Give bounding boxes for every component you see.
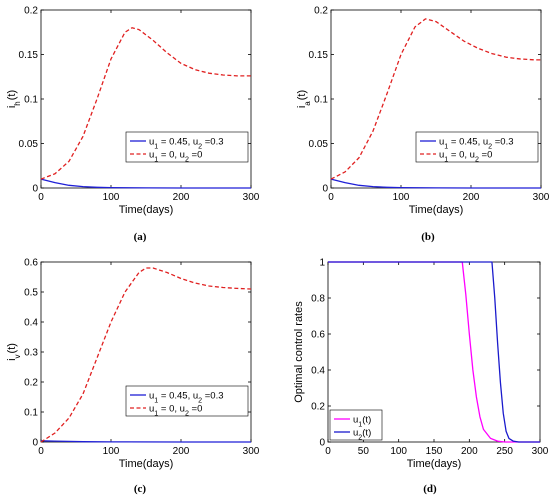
legend-box	[125, 385, 249, 417]
legend-label: u2(t)	[353, 428, 371, 442]
y-tick-label: 0.1	[314, 95, 328, 106]
x-tick-label: 300	[243, 192, 260, 203]
series-line-1	[40, 178, 251, 189]
series-line-2	[328, 261, 540, 443]
series-line-2	[40, 267, 252, 443]
series-line-1	[40, 440, 251, 443]
y-tick-label: 0.2	[24, 378, 38, 389]
x-tick-label: 200	[173, 192, 190, 203]
legend-label: u1 = 0, u2 =0	[149, 150, 202, 164]
chart-panel-d: 0 0.2 0.4 0.6 0.8 1 0 50 100 150 200 250 300 Time(day…	[293, 258, 549, 496]
series-line-2	[330, 18, 541, 180]
x-tick-label: 150	[426, 446, 443, 457]
x-tick-label: 200	[461, 446, 478, 457]
x-tick-label: 0	[328, 192, 334, 203]
chart-panel-b: 0 0.05 0.1 0.15 0.2 0 100 200 300 Time(days) ia(t)…	[296, 6, 550, 244]
y-tick-label: 0.6	[311, 330, 325, 341]
y-tick-label: 0.05	[309, 139, 329, 150]
x-tick-label: 300	[243, 446, 260, 457]
x-axis-label: Time(days)	[407, 458, 462, 470]
series-line-2	[40, 27, 251, 180]
y-axis-label: iv(t)	[6, 343, 22, 361]
chart-panel-c: 0 0.1 0.2 0.3 0.4 0.5 0.6 0 100 200 300 Time(days) i…	[6, 258, 260, 496]
x-tick-label: 0	[38, 446, 44, 457]
y-tick-label: 0.2	[311, 402, 325, 413]
x-tick-label: 0	[38, 192, 44, 203]
x-tick-label: 100	[390, 446, 407, 457]
series-line-1	[328, 261, 540, 443]
legend-box	[415, 131, 539, 163]
x-axis-label: Time(days)	[119, 458, 174, 470]
y-tick-label: 0	[319, 438, 325, 449]
y-tick-label: 0	[32, 438, 38, 449]
legend-label: u1 = 0.45, u2 =0.3	[439, 137, 514, 151]
x-tick-label: 100	[393, 192, 410, 203]
x-tick-label: 250	[496, 446, 513, 457]
x-tick-label: 100	[103, 192, 120, 203]
x-tick-label: 300	[532, 446, 549, 457]
legend-label: u1 = 0.45, u2 =0.3	[149, 137, 224, 151]
y-tick-label: 0.2	[314, 6, 328, 17]
y-tick-label: 0	[322, 184, 328, 195]
y-tick-label: 0.15	[309, 50, 329, 61]
x-tick-label: 50	[358, 446, 370, 457]
y-tick-label: 0	[32, 184, 38, 195]
legend-box	[329, 409, 383, 441]
y-tick-label: 0.4	[24, 318, 38, 329]
x-tick-label: 100	[103, 446, 120, 457]
y-tick-label: 0.05	[19, 139, 39, 150]
series-line-1	[330, 178, 541, 189]
y-tick-label: 0.2	[24, 6, 38, 17]
panel-caption: (b)	[421, 231, 435, 243]
y-axis-label: ia(t)	[296, 90, 312, 108]
panel-caption: (c)	[134, 483, 147, 495]
y-tick-label: 0.5	[24, 288, 38, 299]
y-axis-label: ih(t)	[6, 90, 22, 108]
x-axis-label: Time(days)	[409, 204, 464, 216]
legend-label: u1 = 0, u2 =0	[149, 404, 202, 418]
legend-label: u1 = 0.45, u2 =0.3	[149, 391, 224, 405]
legend-label: u1 = 0, u2 =0	[439, 150, 492, 164]
panel-caption: (a)	[134, 231, 147, 243]
legend-label: u1(t)	[353, 415, 371, 429]
chart-panel-a: 0 0.05 0.1 0.15 0.2 0 100 200 300 Time(days) ih(t)…	[6, 6, 260, 244]
y-tick-label: 0.3	[24, 348, 38, 359]
y-tick-label: 0.4	[311, 366, 325, 377]
x-tick-label: 0	[325, 446, 331, 457]
x-axis-label: Time(days)	[119, 204, 174, 216]
y-tick-label: 1	[319, 258, 325, 269]
panel-caption: (d)	[423, 483, 437, 495]
legend-box	[125, 131, 249, 163]
y-axis-label: Optimal control rates	[293, 301, 305, 403]
y-tick-label: 0.1	[24, 408, 38, 419]
x-tick-label: 300	[533, 192, 550, 203]
y-tick-label: 0.15	[19, 50, 39, 61]
y-tick-label: 0.8	[311, 294, 325, 305]
x-tick-label: 200	[463, 192, 480, 203]
y-tick-label: 0.1	[24, 95, 38, 106]
y-tick-label: 0.6	[24, 258, 38, 269]
x-tick-label: 200	[173, 446, 190, 457]
